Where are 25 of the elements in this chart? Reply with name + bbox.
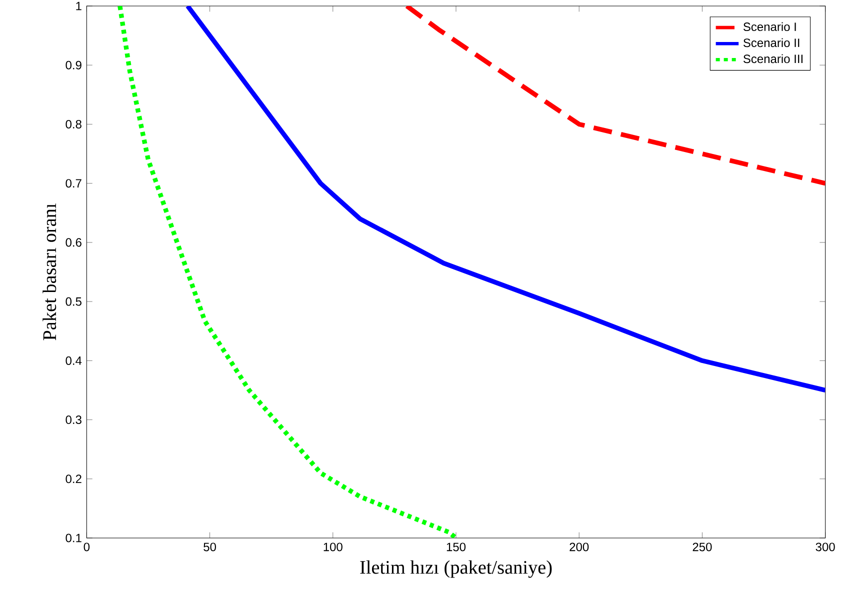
x-tick-label: 150 [446, 542, 466, 552]
y-axis-title: Paket basarı oranı [42, 204, 56, 340]
legend-label: Scenario III [743, 54, 803, 64]
y-tick-label: 0.2 [66, 474, 82, 484]
x-tick-label: 0 [84, 542, 90, 552]
y-tick-label: 0.3 [66, 416, 82, 424]
line-series [118, 6, 458, 538]
x-tick-label: 50 [204, 542, 216, 552]
x-tick-label: 250 [692, 542, 712, 552]
x-tick-label: 300 [816, 542, 835, 552]
line-series [404, 6, 826, 186]
y-tick-label: 1 [76, 2, 82, 10]
line-series [185, 6, 826, 393]
y-tick-label: 0.5 [66, 297, 82, 306]
y-tick-label: 0.7 [66, 179, 82, 188]
y-tick-label: 0.4 [66, 356, 82, 365]
y-tick-label: 0.1 [66, 534, 82, 542]
y-tick-label: 0.9 [66, 60, 82, 70]
y-tick-label: 0.6 [66, 238, 82, 247]
y-tick-label: 0.8 [66, 120, 82, 128]
x-axis-title: Iletim hızı (paket/saniye) [360, 560, 552, 578]
x-tick-label: 100 [324, 542, 342, 552]
legend-label: Scenario I [743, 22, 796, 32]
x-tick-label: 200 [570, 542, 589, 552]
legend-label: Scenario II [743, 38, 800, 48]
